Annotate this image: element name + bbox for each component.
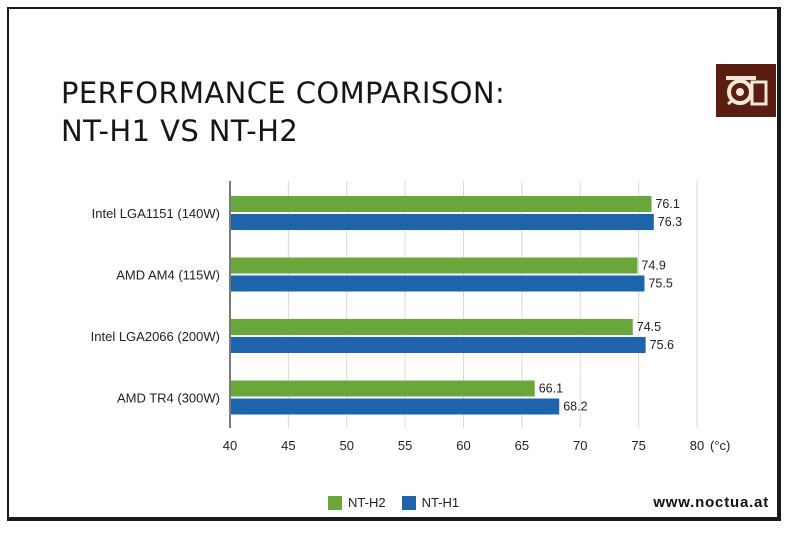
legend-swatch-nt-h2 bbox=[328, 495, 342, 510]
data-label: 74.5 bbox=[637, 320, 661, 334]
x-tick-label: 75 bbox=[631, 438, 645, 453]
x-tick-label: 50 bbox=[340, 438, 354, 453]
legend: NT-H2 NT-H1 bbox=[328, 495, 469, 510]
x-tick-label: 55 bbox=[398, 438, 412, 453]
category-label: AMD TR4 (300W) bbox=[117, 391, 220, 406]
bar-nt-h2-1 bbox=[231, 257, 638, 274]
category-label: Intel LGA1151 (140W) bbox=[92, 206, 220, 221]
x-tick-label: 80 bbox=[690, 438, 704, 453]
bar-nt-h2-0 bbox=[231, 196, 652, 212]
legend-item-nt-h2: NT-H2 bbox=[328, 495, 386, 510]
data-label: 76.1 bbox=[655, 197, 679, 211]
data-label: 74.9 bbox=[641, 259, 665, 273]
data-label: 68.2 bbox=[563, 400, 587, 414]
x-tick-label: 65 bbox=[515, 438, 529, 453]
category-label: Intel LGA2066 (200W) bbox=[91, 329, 220, 344]
bar-nt-h1-2 bbox=[231, 337, 646, 353]
data-label: 75.5 bbox=[648, 277, 672, 291]
x-tick-label: 40 bbox=[223, 438, 237, 453]
legend-label-nt-h2: NT-H2 bbox=[348, 495, 386, 510]
data-label: 76.3 bbox=[658, 215, 682, 229]
data-label: 75.6 bbox=[650, 338, 674, 352]
bar-nt-h1-3 bbox=[231, 398, 560, 415]
bar-nt-h1-1 bbox=[231, 275, 645, 292]
x-tick-label: 45 bbox=[281, 438, 295, 453]
bar-nt-h1-0 bbox=[231, 214, 654, 230]
chart-title: PERFORMANCE COMPARISON: NT-H1 VS NT-H2 bbox=[61, 74, 505, 150]
title-line-1: PERFORMANCE COMPARISON: bbox=[61, 76, 506, 110]
legend-item-nt-h1: NT-H1 bbox=[401, 495, 460, 510]
bar-nt-h2-3 bbox=[231, 380, 535, 397]
x-tick-label: 70 bbox=[573, 438, 587, 453]
category-label: AMD AM4 (115W) bbox=[116, 268, 220, 283]
website-url: www.noctua.at bbox=[653, 494, 769, 511]
x-unit-label: (°c) bbox=[710, 438, 730, 453]
noctua-owl-logo-icon bbox=[716, 64, 776, 117]
legend-label-nt-h1: NT-H1 bbox=[421, 495, 460, 510]
x-tick-label: 60 bbox=[456, 438, 470, 453]
title-line-2: NT-H1 VS NT-H2 bbox=[61, 114, 299, 148]
legend-swatch-nt-h1 bbox=[401, 495, 416, 510]
data-label: 66.1 bbox=[539, 382, 563, 396]
bar-nt-h2-2 bbox=[231, 319, 633, 335]
